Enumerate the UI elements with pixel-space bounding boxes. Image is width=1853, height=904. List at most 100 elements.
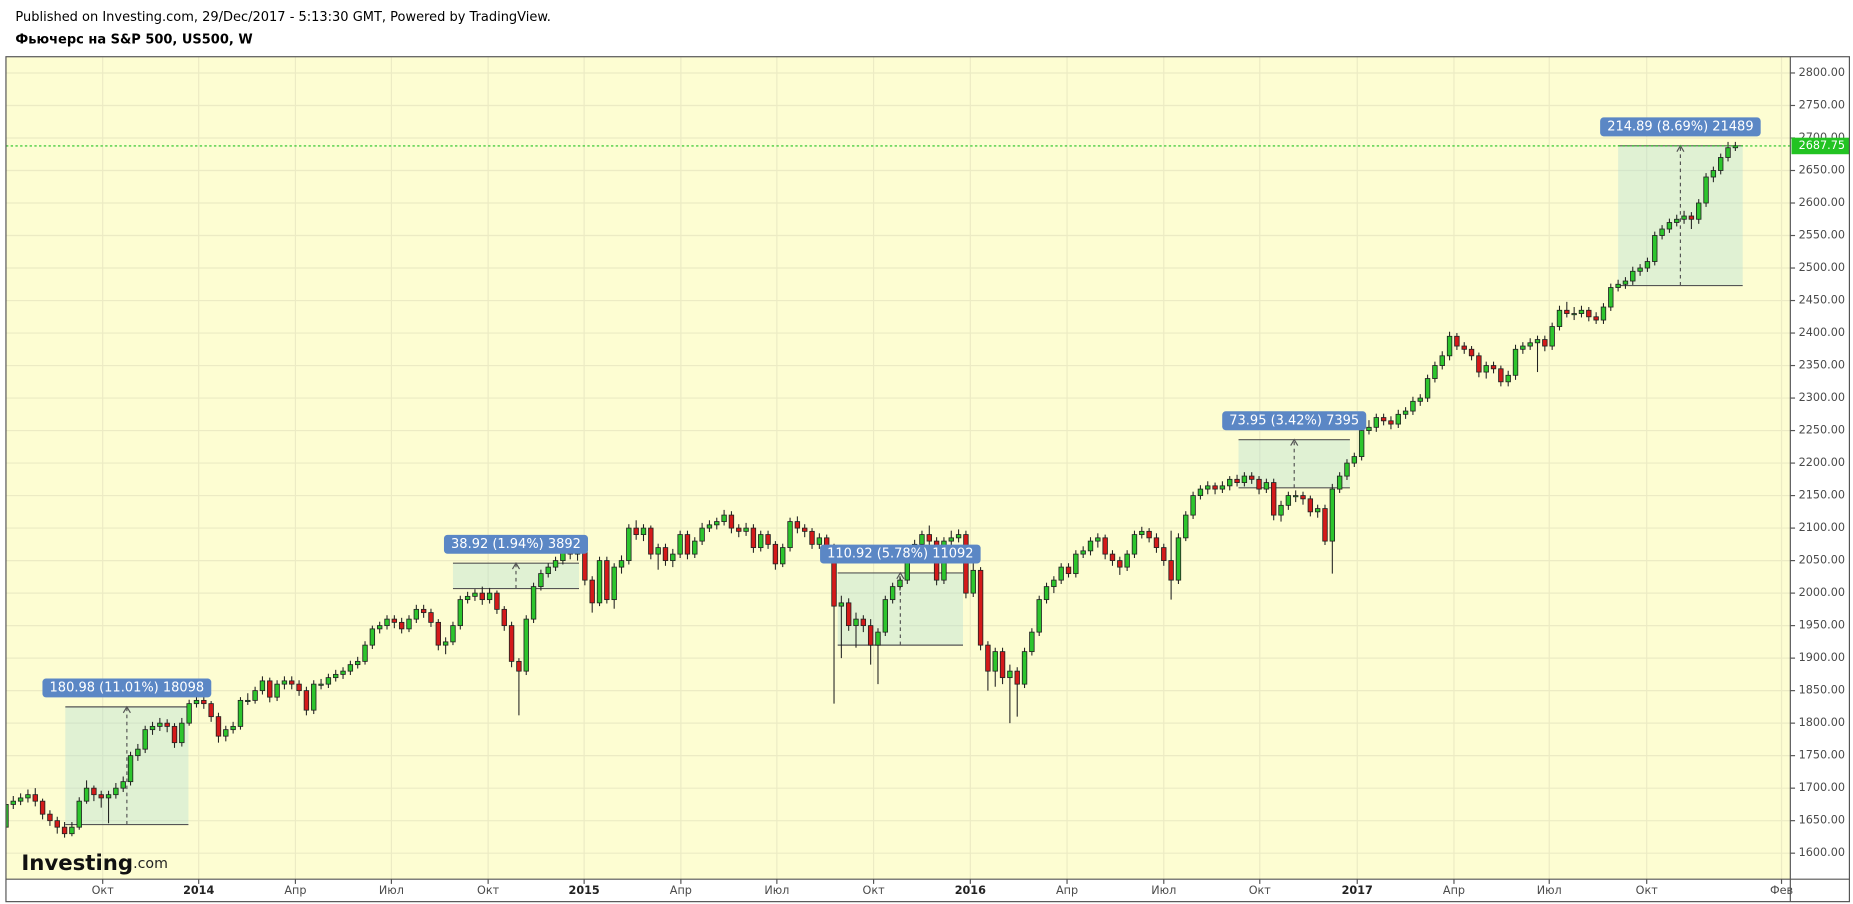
candle-body [787,521,793,549]
measure-label-bg [1222,411,1367,431]
candle-body [376,625,383,630]
candle-body [1534,339,1541,344]
candle-body [662,547,669,562]
candle-body [61,826,68,835]
candle-body [714,521,720,526]
candle-body [303,690,310,711]
candle-body [347,664,354,672]
candle-body [692,540,698,555]
candle-body [1461,345,1467,350]
candle-body [442,641,449,646]
candle-body [1124,553,1130,568]
measure-arrowhead [896,571,905,580]
candle-body [1344,462,1350,477]
candle-body [970,569,976,594]
measure-label: 73.95 (3.42%) 7395 [1229,413,1359,428]
candle-body [721,514,727,523]
published-note: Published on Investing.com, 29/Dec/2017 … [15,10,551,25]
candle-body [1666,222,1673,230]
candle-body [501,608,507,627]
candle-body [1432,365,1438,379]
x-tick-label: Апр [1056,884,1078,897]
y-tick-label: 2100.00 [1799,521,1845,534]
candle-body [1007,670,1013,679]
candle-body [428,612,434,623]
candle-body [1212,485,1218,490]
candle-body [684,534,691,555]
logo-suffix: .com [133,856,168,872]
x-tick-label: 2017 [1342,884,1373,897]
x-tick-label: 2014 [183,884,214,897]
candle-body [1117,560,1123,568]
x-tick-label: Окт [1636,884,1659,897]
candle-body [413,608,420,620]
candle-body [1483,365,1489,373]
y-tick-label: 2800.00 [1799,66,1845,79]
x-tick-label: 2016 [955,884,986,897]
x-tick-label: Апр [284,884,306,897]
candle-body [252,690,258,701]
measure-label: 214.89 (8.69%) 21489 [1607,119,1753,134]
candle-body [1446,335,1453,357]
candle-body [1710,170,1717,178]
candle-body [5,804,9,828]
measure-label: 38.92 (1.94%) 3892 [451,537,581,552]
candle-body [1571,313,1577,316]
candle-body [32,794,38,802]
measure-arrowhead [1290,438,1299,446]
candle-body [1168,560,1174,581]
candle-body [208,703,214,718]
candle-body [802,527,808,532]
candle-body [83,787,90,802]
candle-body [794,521,801,529]
candle-body [1674,218,1680,223]
y-tick-label: 2350.00 [1799,359,1845,372]
candle-body [1454,335,1460,347]
candle-body [1043,586,1050,601]
candle-body [149,725,156,731]
candle-body [596,560,603,604]
candle-body [1520,345,1526,350]
candle-body [1410,400,1416,412]
y-tick-label: 2050.00 [1799,554,1845,567]
candle-body [1205,485,1211,490]
candle-body [1578,309,1585,314]
candle-body [289,680,295,685]
y-tick-label: 2750.00 [1799,98,1845,111]
candle-body [1564,309,1570,314]
candle-body [816,537,823,545]
candle-body [919,534,925,545]
y-tick-label: 2500.00 [1799,261,1845,274]
candle-body [633,527,639,536]
candle-body [420,608,427,614]
candle-body [985,644,991,672]
candle-body [479,592,485,601]
candle-body [1417,397,1423,402]
candle-body [516,660,522,672]
x-tick-label: Июл [1151,884,1176,897]
candle-body [1659,228,1665,236]
candle-body [1380,417,1387,422]
candle-body [333,673,339,679]
candle-body [1622,280,1629,285]
candle-body [1586,309,1592,318]
candle-body [47,813,53,822]
candle-body [977,569,984,646]
candle-body [1073,553,1079,575]
candle-body [1292,495,1299,498]
candle-body [201,699,207,705]
candle-body [171,725,178,744]
candle-body [142,729,148,750]
candle-body [1608,287,1614,308]
candle-body [611,566,617,601]
candle-body [450,625,456,643]
candle-body [1285,495,1292,506]
candle-body [1681,215,1687,220]
candle-body [1402,410,1409,415]
y-tick-label: 2250.00 [1799,424,1845,437]
y-tick-label: 2400.00 [1799,326,1845,339]
candle-body [758,534,764,549]
candle-body [1029,631,1035,653]
candle-body [1542,339,1548,347]
